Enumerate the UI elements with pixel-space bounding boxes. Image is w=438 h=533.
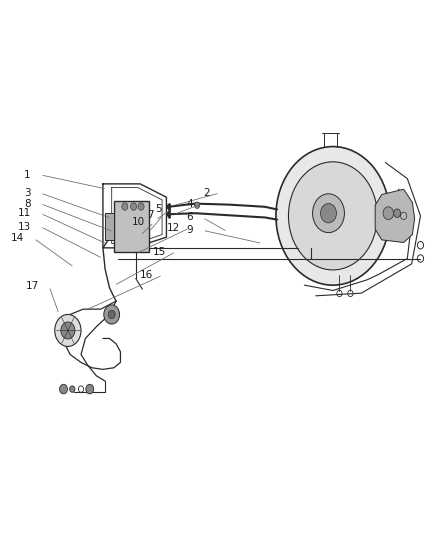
Text: 6: 6 <box>186 213 193 222</box>
Text: 4: 4 <box>186 199 193 208</box>
Circle shape <box>166 212 171 217</box>
Circle shape <box>194 202 200 208</box>
FancyBboxPatch shape <box>105 213 114 240</box>
Text: 3: 3 <box>24 188 31 198</box>
Text: 14: 14 <box>11 233 24 243</box>
Text: 16: 16 <box>140 270 153 280</box>
Circle shape <box>60 384 67 394</box>
Text: 15: 15 <box>153 247 166 256</box>
Text: 8: 8 <box>24 199 31 208</box>
Text: 11: 11 <box>18 208 31 218</box>
Text: 12: 12 <box>166 223 180 233</box>
Circle shape <box>313 194 344 232</box>
Circle shape <box>108 310 115 319</box>
Circle shape <box>55 314 81 346</box>
Text: 13: 13 <box>18 222 31 231</box>
Text: 5: 5 <box>155 204 162 214</box>
Circle shape <box>321 204 336 223</box>
Circle shape <box>166 204 171 209</box>
FancyBboxPatch shape <box>114 201 149 252</box>
Circle shape <box>104 305 120 324</box>
Circle shape <box>289 162 377 270</box>
Circle shape <box>70 386 75 392</box>
Circle shape <box>383 207 394 220</box>
Circle shape <box>61 322 75 339</box>
Text: 2: 2 <box>204 188 210 198</box>
Text: 7: 7 <box>147 211 153 220</box>
Circle shape <box>131 203 137 211</box>
Circle shape <box>138 203 144 211</box>
Circle shape <box>276 147 390 285</box>
Text: 10: 10 <box>131 217 145 227</box>
Text: 9: 9 <box>186 225 193 235</box>
Text: 1: 1 <box>24 170 31 180</box>
Text: 17: 17 <box>26 281 39 291</box>
Polygon shape <box>375 189 415 243</box>
Circle shape <box>394 209 401 217</box>
Circle shape <box>122 203 128 211</box>
Circle shape <box>86 384 94 394</box>
